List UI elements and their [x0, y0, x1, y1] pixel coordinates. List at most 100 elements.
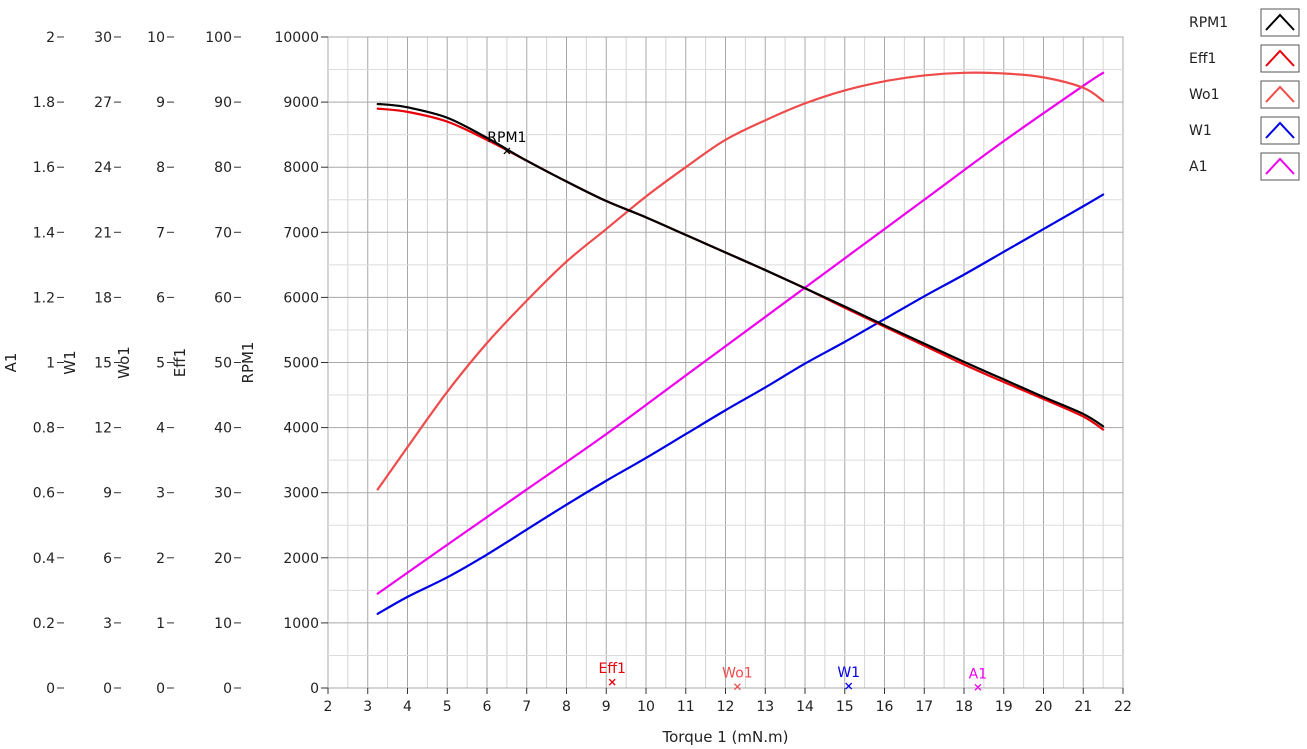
y-axis-title: Wo1 — [115, 346, 133, 379]
y-axis-title: W1 — [61, 350, 79, 374]
y-tick-label: 5000 — [283, 356, 319, 372]
cursors: RPM1 Eff1 Wo1 W1 A1 — [487, 130, 987, 691]
cursor-a1[interactable]: A1 — [969, 666, 987, 691]
legend-swatch-box — [1260, 44, 1300, 73]
x-tick-label: 8 — [562, 699, 571, 715]
cursor-eff1[interactable]: Eff1 — [599, 661, 626, 686]
legend-swatch-box — [1260, 116, 1300, 145]
y-axis-rpm1: 0 1000 2000 3000 4000 5000 6000 7000 8000 9000 100… — [239, 30, 328, 697]
cursor-marker — [974, 683, 982, 691]
y-tick-label: 0 — [223, 681, 232, 697]
cursor-marker — [503, 147, 511, 155]
y-axis-title: A1 — [2, 353, 20, 373]
x-tick-label: 19 — [995, 699, 1013, 715]
legend-swatch-line — [1265, 157, 1295, 175]
y-tick-label: 1.6 — [33, 160, 55, 176]
x-tick-label: 7 — [522, 699, 531, 715]
y-tick-label: 1 — [156, 616, 165, 632]
y-tick-label: 2000 — [283, 551, 319, 567]
y-axis-title: Eff1 — [171, 348, 189, 377]
y-tick-label: 9 — [156, 95, 165, 111]
legend-item-w1[interactable]: W1 — [1189, 116, 1300, 145]
y-tick-label: 0 — [156, 681, 165, 697]
y-tick-label: 10000 — [274, 30, 319, 46]
cursor-marker — [733, 683, 741, 691]
x-tick-label: 6 — [483, 699, 492, 715]
x-tick-label: 9 — [602, 699, 611, 715]
cursor-rpm1[interactable]: RPM1 — [487, 130, 526, 155]
y-tick-label: 10 — [214, 616, 232, 632]
x-tick-label: 15 — [836, 699, 854, 715]
legend-swatch-line — [1265, 49, 1295, 67]
y-tick-label: 50 — [214, 356, 232, 372]
legend: RPM1 Eff1 Wo1 W1 A1 — [1189, 8, 1300, 181]
y-tick-label: 8 — [156, 160, 165, 176]
y-tick-label: 0 — [46, 681, 55, 697]
y-tick-label: 30 — [214, 486, 232, 502]
y-tick-label: 0.6 — [33, 486, 55, 502]
y-axis-w1: 0 3 6 9 12 15 18 21 24 27 30 W1 — [61, 30, 121, 697]
y-tick-label: 1.4 — [33, 225, 55, 241]
y-tick-label: 15 — [94, 356, 112, 372]
grid — [327, 36, 1124, 689]
series-line-wo1 — [376, 71, 1105, 491]
y-tick-label: 100 — [205, 30, 232, 46]
y-axis-wo1: 0 1 2 3 4 5 6 7 8 9 10 Wo1 — [115, 30, 174, 697]
y-tick-label: 6000 — [283, 290, 319, 306]
x-tick-label: 22 — [1114, 699, 1132, 715]
y-tick-label: 90 — [214, 95, 232, 111]
x-tick-label: 2 — [324, 699, 333, 715]
legend-swatch-line — [1265, 13, 1295, 31]
y-tick-label: 80 — [214, 160, 232, 176]
cursor-w1[interactable]: W1 — [837, 665, 860, 690]
legend-swatch-box — [1260, 8, 1300, 37]
x-tick-label: 10 — [637, 699, 655, 715]
cursor-marker — [845, 682, 853, 690]
y-tick-label: 0 — [310, 681, 319, 697]
y-tick-label: 9000 — [283, 95, 319, 111]
cursor-label: A1 — [969, 666, 987, 682]
y-tick-label: 1000 — [283, 616, 319, 632]
y-tick-label: 24 — [94, 160, 112, 176]
legend-swatch-line — [1265, 85, 1295, 103]
y-tick-label: 7 — [156, 225, 165, 241]
x-tick-label: 13 — [756, 699, 774, 715]
legend-label: A1 — [1189, 159, 1207, 175]
y-tick-label: 5 — [156, 356, 165, 372]
x-axis-title: Torque 1 (mN.m) — [662, 728, 789, 746]
y-tick-label: 9 — [103, 486, 112, 502]
x-tick-label: 21 — [1074, 699, 1092, 715]
legend-label: W1 — [1189, 123, 1212, 139]
y-axis-title: RPM1 — [239, 342, 257, 384]
y-tick-label: 40 — [214, 421, 232, 437]
legend-label: Eff1 — [1189, 51, 1216, 67]
legend-item-wo1[interactable]: Wo1 — [1189, 80, 1300, 109]
series-line-a1 — [376, 71, 1105, 595]
legend-swatch-box — [1260, 152, 1300, 181]
cursor-label: RPM1 — [487, 130, 526, 146]
y-tick-label: 18 — [94, 290, 112, 306]
y-tick-label: 10 — [147, 30, 165, 46]
y-tick-label: 12 — [94, 421, 112, 437]
x-tick-label: 11 — [677, 699, 695, 715]
x-tick-label: 17 — [915, 699, 933, 715]
y-tick-label: 1.2 — [33, 290, 55, 306]
y-tick-label: 0 — [103, 681, 112, 697]
x-tick-label: 16 — [876, 699, 894, 715]
y-tick-label: 8000 — [283, 160, 319, 176]
x-tick-label: 5 — [443, 699, 452, 715]
y-tick-label: 30 — [94, 30, 112, 46]
y-tick-label: 27 — [94, 95, 112, 111]
y-tick-label: 4 — [156, 421, 165, 437]
legend-item-a1[interactable]: A1 — [1189, 152, 1300, 181]
legend-label: RPM1 — [1189, 15, 1228, 31]
legend-item-eff1[interactable]: Eff1 — [1189, 44, 1300, 73]
series-lines — [376, 71, 1105, 615]
y-tick-label: 6 — [156, 290, 165, 306]
series-line-rpm1 — [376, 102, 1105, 428]
y-tick-label: 0.8 — [33, 421, 55, 437]
legend-item-rpm1[interactable]: RPM1 — [1189, 8, 1300, 37]
cursor-wo1[interactable]: Wo1 — [722, 666, 753, 691]
x-tick-label: 4 — [403, 699, 412, 715]
